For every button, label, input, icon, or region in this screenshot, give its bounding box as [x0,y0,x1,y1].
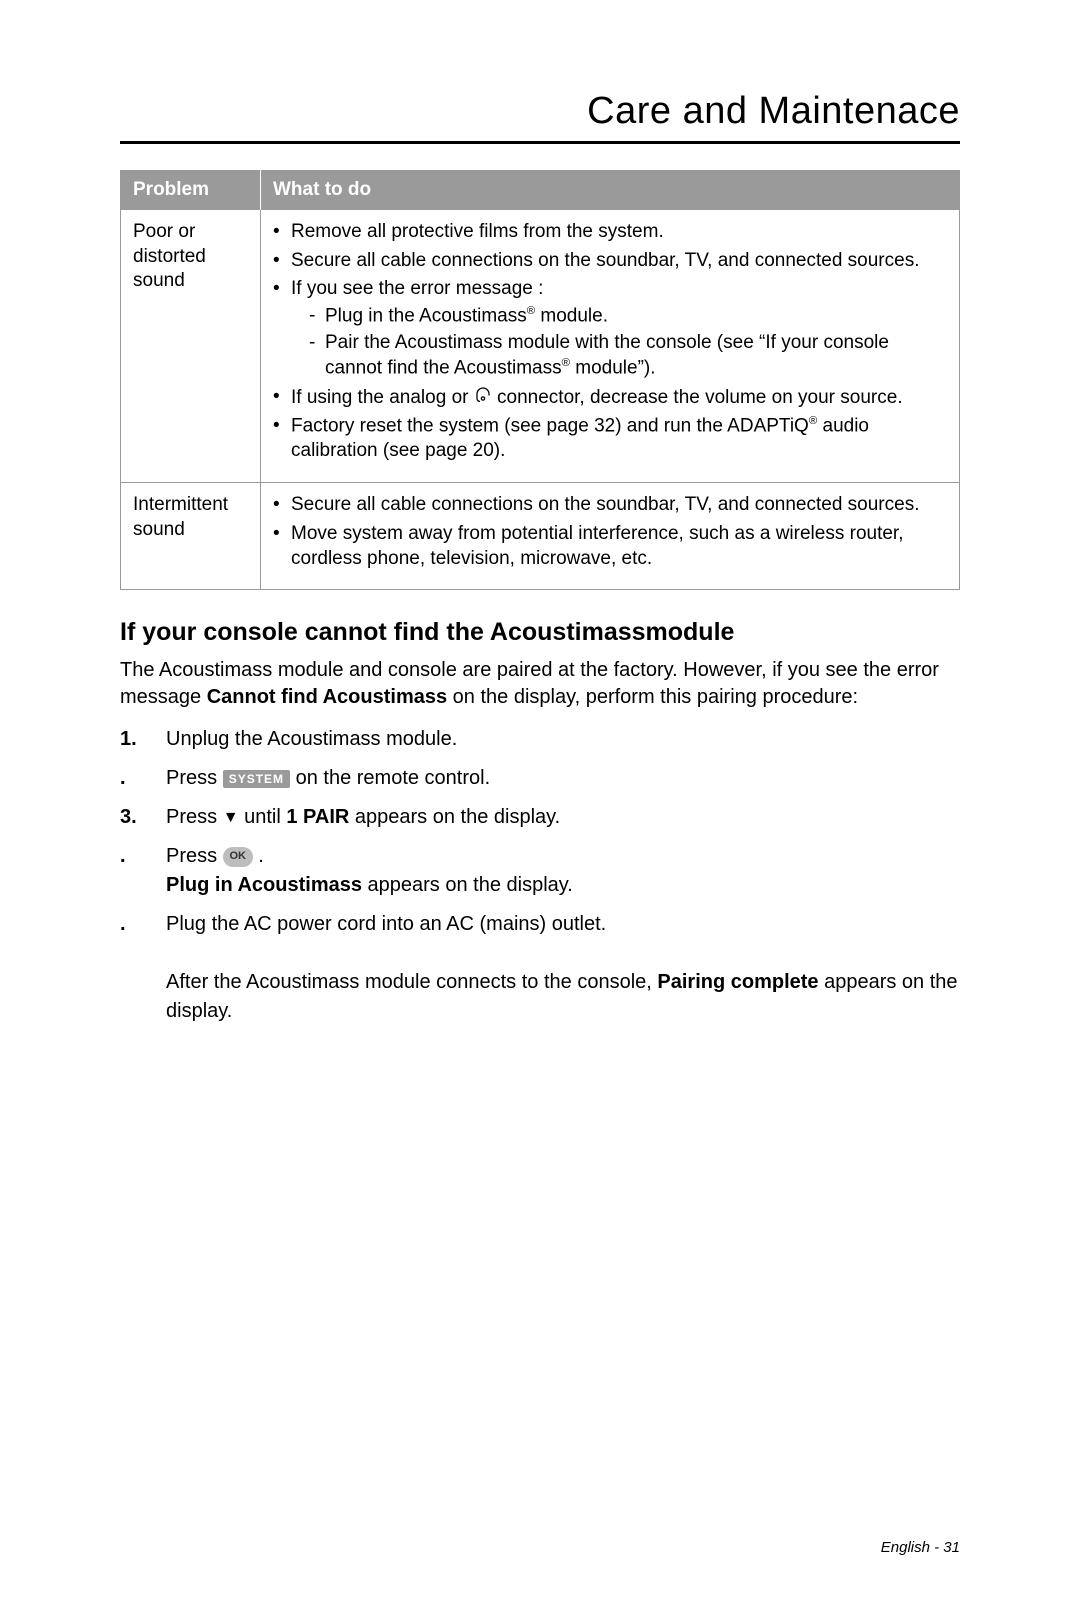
step-text: appears on the display. [362,874,573,896]
problem-cell: Poor or distorted sound [121,210,261,483]
step-text: Plug the AC power cord into an AC (mains… [166,913,606,935]
step-text: . [258,845,264,867]
action-cell: Secure all cable connections on the soun… [261,483,960,590]
down-arrow-icon: ▼ [223,806,239,829]
bullet-text: If you see the error message : [291,278,543,299]
ok-button-icon: OK [223,847,253,867]
step-text: Press [166,806,223,828]
sub-bullet-item: Plug in the Acoustimass® module. [309,304,947,329]
steps-list: 1. Unplug the Acoustimass module. . Pres… [120,725,960,1026]
text: module”). [570,357,656,378]
step-item: 3. Press ▼ until 1 PAIR appears on the d… [120,803,960,832]
sub-bullet-item: Pair the Acoustimass module with the con… [309,331,947,381]
step-number: . [120,764,148,793]
step-number: 1. [120,725,148,754]
bullet-item: Remove all protective films from the sys… [273,220,947,245]
step-number: . [120,910,148,939]
subheading: If your console cannot find the Acoustim… [120,618,960,647]
registered-icon: ® [809,415,817,427]
table-row: Poor or distorted sound Remove all prote… [121,210,960,483]
step-text: until [244,806,286,828]
page-footer: English - 31 [881,1539,960,1556]
system-button-icon: SYSTEM [223,770,290,788]
registered-icon: ® [562,357,570,369]
step-item: . Press SYSTEM on the remote control. [120,764,960,793]
bold-text: Plug in Acoustimass [166,874,362,896]
text: module. [535,305,608,326]
action-cell: Remove all protective films from the sys… [261,210,960,483]
intro-paragraph: The Acoustimass module and console are p… [120,657,960,711]
step-item: . Plug the AC power cord into an AC (mai… [120,910,960,1026]
step-item: . Press OK . Plug in Acoustimass appears… [120,842,960,900]
step-text: After the Acoustimass module connects to… [166,971,657,993]
table-row: Intermittent sound Secure all cable conn… [121,483,960,590]
text: Factory reset the system (see page 32) a… [291,416,809,437]
step-item: 1. Unplug the Acoustimass module. [120,725,960,754]
step-text: Press [166,767,223,789]
text: Plug in the Acoustimass [325,305,527,326]
bullet-item: Secure all cable connections on the soun… [273,249,947,274]
step-text: appears on the display. [349,806,560,828]
text: on the display, perform this pairing pro… [447,686,858,708]
step-text: on the remote control. [296,767,491,789]
headphone-icon [474,385,492,411]
step-text: Press [166,845,223,867]
col-header-action: What to do [261,171,960,210]
registered-icon: ® [527,305,535,317]
troubleshoot-table: Problem What to do Poor or distorted sou… [120,170,960,590]
bullet-item: If you see the error message : Plug in t… [273,277,947,380]
bold-text: 1 PAIR [286,806,349,828]
section-title: Care and Maintenace [120,90,960,133]
problem-cell: Intermittent sound [121,483,261,590]
bold-text: Cannot find Acoustimass [207,686,447,708]
step-number: . [120,842,148,871]
bold-text: Pairing complete [657,971,818,993]
step-text: Unplug the Acoustimass module. [166,728,457,750]
bullet-item: Move system away from potential interfer… [273,522,947,571]
text: connector, decrease the volume on your s… [497,387,903,408]
bullet-item: If using the analog or connector, decrea… [273,385,947,411]
step-number: 3. [120,803,148,832]
text: If using the analog or [291,387,474,408]
bullet-item: Secure all cable connections on the soun… [273,493,947,518]
section-rule [120,141,960,144]
col-header-problem: Problem [121,171,261,210]
bullet-item: Factory reset the system (see page 32) a… [273,414,947,464]
